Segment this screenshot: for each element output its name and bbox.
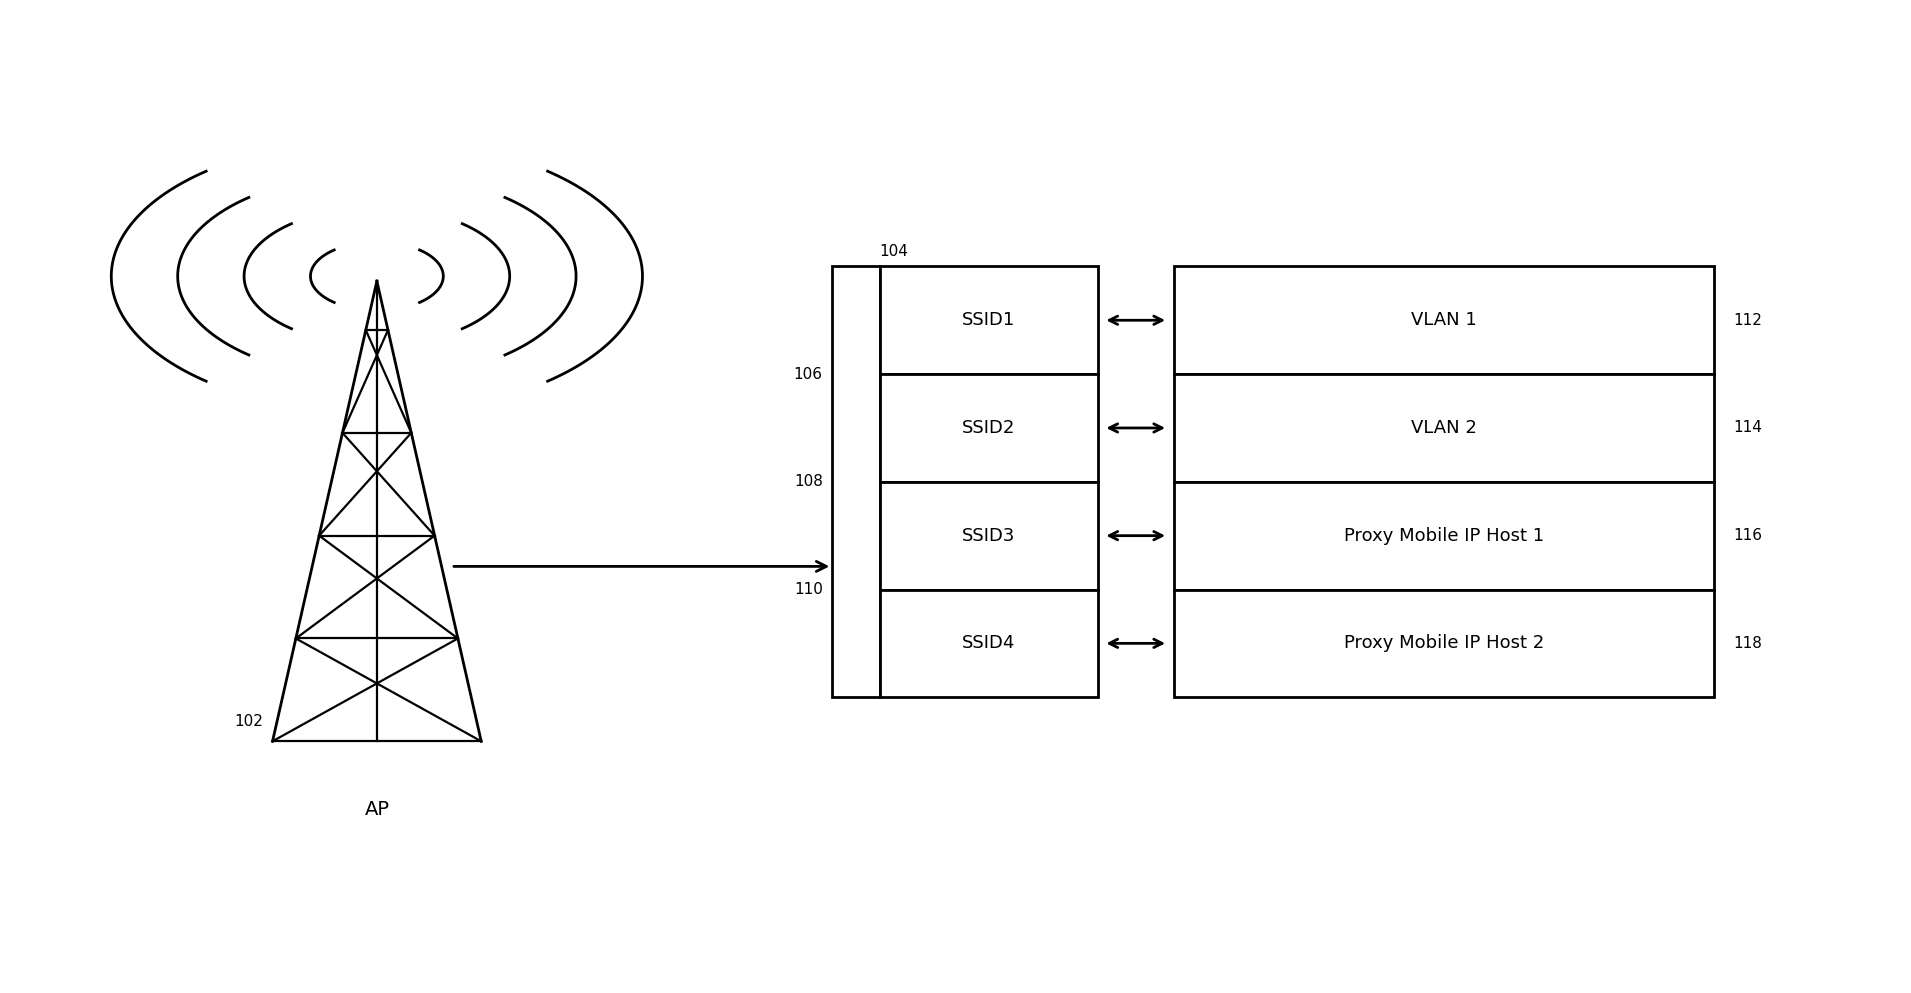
Text: SSID2: SSID2 (961, 419, 1015, 437)
Bar (879, 266, 1097, 374)
Bar (1173, 590, 1714, 697)
Bar (831, 266, 879, 697)
Text: 116: 116 (1733, 528, 1762, 543)
Bar (1173, 266, 1714, 374)
Text: SSID1: SSID1 (961, 311, 1015, 330)
Text: VLAN 2: VLAN 2 (1410, 419, 1477, 437)
Text: Proxy Mobile IP Host 2: Proxy Mobile IP Host 2 (1343, 635, 1544, 652)
Text: 102: 102 (235, 714, 264, 729)
Text: 108: 108 (793, 475, 824, 490)
Text: VLAN 1: VLAN 1 (1410, 311, 1477, 330)
Text: SSID3: SSID3 (961, 526, 1015, 545)
Text: 112: 112 (1733, 313, 1762, 328)
Bar (879, 482, 1097, 590)
Text: Proxy Mobile IP Host 1: Proxy Mobile IP Host 1 (1343, 526, 1544, 545)
Text: 104: 104 (879, 243, 908, 258)
Bar (879, 590, 1097, 697)
Text: AP: AP (365, 800, 390, 819)
Text: SSID4: SSID4 (961, 635, 1015, 652)
Bar (1173, 482, 1714, 590)
Bar (1173, 374, 1714, 482)
Bar (879, 374, 1097, 482)
Text: 114: 114 (1733, 420, 1762, 436)
Text: 110: 110 (793, 582, 824, 597)
Text: 118: 118 (1733, 636, 1762, 650)
Text: 106: 106 (793, 366, 824, 381)
